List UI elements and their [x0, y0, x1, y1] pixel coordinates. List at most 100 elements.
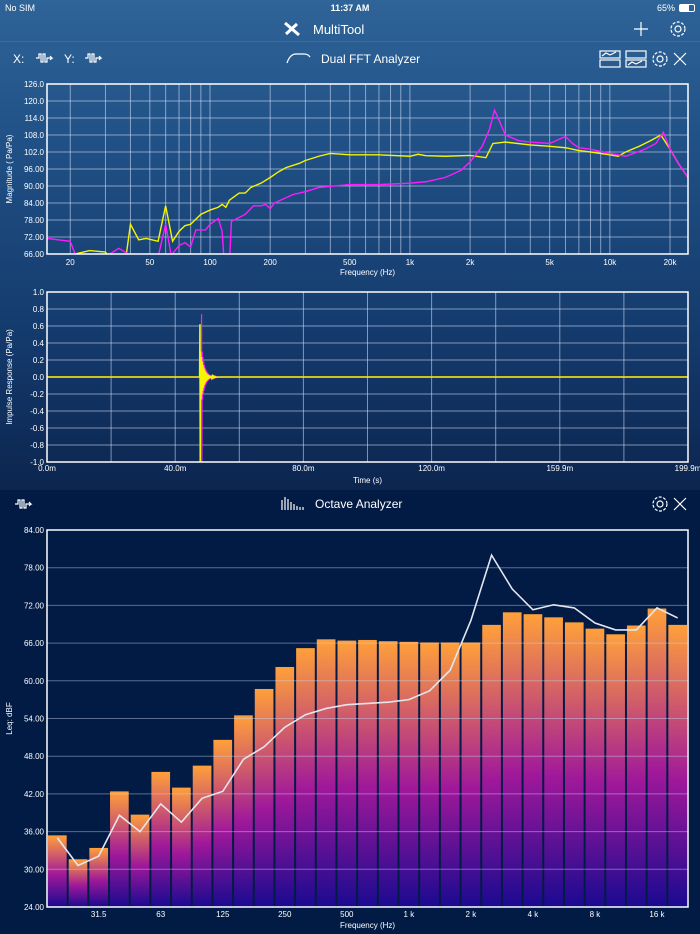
octave-bar	[647, 608, 667, 907]
tools-icon	[284, 21, 300, 37]
x-axis-label: Frequency (Hz)	[340, 921, 395, 930]
octave-bar	[110, 791, 129, 907]
x-tick-label: 16 k	[649, 910, 665, 919]
layout-top-icon[interactable]	[599, 50, 621, 68]
x-tick-label: 8 k	[590, 910, 602, 919]
y-tick-label: 108.0	[24, 131, 45, 140]
x-axis-label: Frequency (Hz)	[340, 268, 395, 277]
y-channel-label: Y:	[64, 52, 75, 66]
x-tick-label: 40.0m	[164, 464, 187, 473]
octave-bar	[213, 739, 233, 907]
layout-bottom-icon[interactable]	[625, 50, 647, 68]
spectrum-icon	[286, 53, 311, 64]
y-tick-label: 0.2	[33, 356, 45, 365]
gear-icon[interactable]	[668, 19, 688, 39]
close-icon[interactable]	[673, 497, 687, 511]
octave-bar	[399, 641, 419, 907]
octave-bar	[89, 847, 109, 907]
carrier-label: No SIM	[5, 3, 36, 13]
gear-icon[interactable]	[650, 494, 670, 514]
plot-frame	[46, 291, 689, 463]
plot-frame	[46, 529, 689, 908]
yellow-impulse-line	[47, 324, 688, 463]
y-tick-label: -0.2	[30, 390, 44, 399]
y-tick-label: 102.0	[24, 148, 45, 157]
octave-bar	[482, 624, 501, 907]
octave-bar	[337, 640, 357, 907]
octave-bar	[316, 639, 336, 907]
x-tick-label: 50	[145, 258, 154, 267]
y-tick-label: 48.00	[24, 752, 45, 761]
x-tick-label: 1 k	[404, 910, 416, 919]
octave-title: Octave Analyzer	[315, 497, 403, 511]
x-tick-label: 10k	[603, 258, 617, 267]
y-tick-label: 84.00	[24, 526, 45, 535]
octave-bar	[585, 628, 605, 907]
x-tick-label: 2k	[466, 258, 475, 267]
x-tick-label: 125	[216, 910, 230, 919]
close-icon[interactable]	[673, 52, 687, 66]
impulse-response-chart[interactable]: 1.0 0.8 0.6 0.4 0.2 0.0 -0.2 -0.4 -0.6 -0.8 -1.00.…	[0, 284, 700, 489]
fft-title: Dual FFT Analyzer	[321, 52, 421, 66]
y-tick-label: 96.00	[24, 165, 45, 174]
octave-bar	[668, 624, 687, 907]
waveform-icon[interactable]	[84, 52, 104, 64]
y-axis-label: Leq: dBF	[5, 702, 14, 735]
y-tick-label: -0.8	[30, 441, 44, 450]
octave-bar	[502, 612, 522, 907]
x-tick-label: 2 k	[466, 910, 478, 919]
yellow-series-line	[72, 134, 688, 254]
octave-bar	[461, 642, 481, 907]
y-tick-label: 66.00	[24, 639, 45, 648]
y-tick-label: 1.0	[33, 288, 45, 297]
x-tick-label: 159.9m	[546, 464, 573, 473]
fft-magnitude-chart[interactable]: 126.0 120.0 114.0 108.0 102.0 96.00 90.00 84.00…	[0, 76, 700, 281]
gear-icon[interactable]	[650, 49, 670, 69]
x-tick-label: 5k	[545, 258, 554, 267]
x-tick-label: 500	[343, 258, 357, 267]
y-tick-label: 90.00	[24, 182, 45, 191]
y-axis-label: Magnitude ( Pa/Pa)	[5, 134, 14, 203]
y-tick-label: 84.00	[24, 199, 45, 208]
x-tick-label: 250	[278, 910, 292, 919]
y-tick-label: 36.00	[24, 828, 45, 837]
y-tick-label: 114.0	[25, 114, 45, 123]
y-tick-label: 0.0	[33, 373, 45, 382]
y-tick-label: 42.00	[24, 790, 45, 799]
y-tick-label: -0.6	[30, 424, 44, 433]
y-tick-label: 78.00	[24, 216, 45, 225]
x-axis-label: Time (s)	[353, 476, 382, 485]
y-tick-label: 72.00	[24, 601, 45, 610]
x-tick-label: 20k	[664, 258, 678, 267]
plus-icon[interactable]	[633, 21, 649, 37]
x-tick-label: 0.0m	[38, 464, 56, 473]
x-tick-label: 80.0m	[292, 464, 315, 473]
octave-bar	[523, 614, 543, 907]
octave-bar	[151, 771, 171, 907]
octave-bar	[544, 617, 563, 907]
x-channel-label: X:	[13, 52, 25, 66]
octave-chart[interactable]: 84.00 78.00 72.00 66.00 60.00 54.00 48.00 42.00…	[0, 520, 700, 934]
bars-icon	[281, 497, 304, 510]
octave-bar	[192, 765, 212, 907]
octave-bar	[378, 641, 398, 907]
y-axis-label: Impulse Response (Pa/Pa)	[5, 329, 14, 425]
divider	[0, 41, 700, 42]
y-tick-label: -1.0	[30, 458, 44, 467]
waveform-icon[interactable]	[35, 52, 55, 64]
octave-bar	[130, 814, 150, 907]
waveform-icon[interactable]	[14, 498, 34, 510]
x-tick-label: 100	[203, 258, 217, 267]
x-tick-label: 31.5	[91, 910, 107, 919]
octave-bar	[254, 688, 274, 907]
octave-bar	[606, 634, 625, 907]
battery-percent: 65%	[657, 3, 676, 13]
x-tick-label: 199.9m	[675, 464, 700, 473]
y-tick-label: -0.4	[30, 407, 44, 416]
y-tick-label: 30.00	[24, 865, 45, 874]
octave-bar	[172, 787, 191, 907]
octave-bar	[48, 835, 67, 907]
y-tick-label: 72.00	[24, 233, 45, 242]
y-tick-label: 0.6	[33, 322, 45, 331]
plot-frame	[46, 83, 689, 255]
